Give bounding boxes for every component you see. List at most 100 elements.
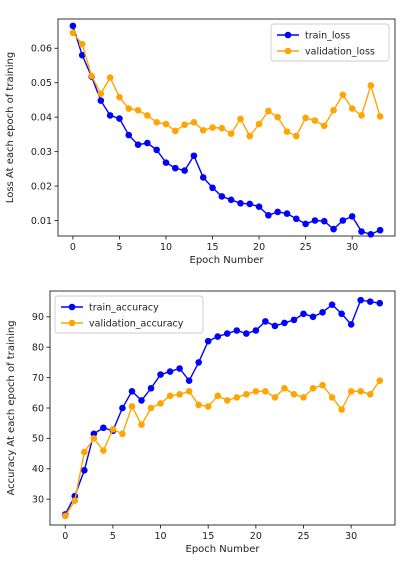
data-point bbox=[195, 402, 202, 409]
data-point bbox=[348, 388, 355, 395]
data-point bbox=[148, 385, 155, 392]
data-point bbox=[100, 447, 107, 454]
data-point bbox=[274, 209, 281, 216]
data-point bbox=[219, 193, 226, 200]
x-tick-label: 25 bbox=[300, 242, 312, 253]
x-tick-label: 25 bbox=[297, 531, 309, 542]
data-point bbox=[272, 394, 279, 401]
data-point bbox=[157, 400, 164, 407]
data-point bbox=[119, 405, 126, 412]
data-point bbox=[340, 217, 347, 224]
series-line bbox=[65, 381, 380, 516]
data-point bbox=[291, 317, 298, 324]
data-point bbox=[300, 394, 307, 401]
data-point bbox=[367, 391, 374, 398]
data-point bbox=[176, 391, 183, 398]
y-tick-label: 40 bbox=[32, 464, 44, 475]
data-point bbox=[107, 112, 114, 119]
data-point bbox=[272, 323, 279, 330]
data-point bbox=[129, 403, 136, 410]
data-point bbox=[358, 228, 365, 235]
data-point bbox=[329, 394, 336, 401]
data-point bbox=[98, 90, 105, 97]
data-point bbox=[138, 421, 145, 428]
y-tick-label: 0.05 bbox=[31, 78, 52, 89]
y-axis-label: Loss At each epoch of training bbox=[5, 52, 16, 203]
data-point bbox=[70, 29, 77, 36]
data-point bbox=[253, 388, 260, 395]
x-tick-label: 10 bbox=[155, 531, 167, 542]
data-point bbox=[338, 406, 345, 413]
chart-2: 0 5 10 15 20 25 3030405060708090Epoch NumberAc… bbox=[6, 291, 395, 555]
data-point bbox=[358, 112, 365, 119]
data-point bbox=[70, 23, 77, 30]
data-point bbox=[330, 107, 337, 114]
data-point bbox=[265, 108, 272, 115]
data-point bbox=[281, 320, 288, 327]
data-point bbox=[284, 128, 291, 135]
data-point bbox=[88, 73, 95, 80]
data-point bbox=[107, 74, 114, 81]
data-point bbox=[181, 167, 188, 174]
data-point bbox=[79, 41, 86, 48]
data-point bbox=[321, 122, 328, 129]
data-point bbox=[265, 212, 272, 219]
legend-label: validation_loss bbox=[305, 47, 375, 58]
data-point bbox=[367, 231, 374, 238]
data-point bbox=[237, 116, 244, 123]
data-point bbox=[186, 377, 193, 384]
data-point bbox=[367, 82, 374, 89]
legend: train_loss validation_loss bbox=[271, 24, 389, 61]
y-tick-label: 80 bbox=[32, 343, 44, 354]
x-tick-label: 20 bbox=[253, 242, 265, 253]
data-point bbox=[367, 298, 374, 305]
x-axis-label: Epoch Number bbox=[186, 544, 261, 555]
data-point bbox=[348, 321, 355, 328]
data-point bbox=[357, 297, 364, 304]
data-point bbox=[81, 467, 88, 474]
data-point bbox=[163, 159, 170, 166]
data-point bbox=[357, 388, 364, 395]
data-point bbox=[302, 221, 309, 228]
data-point bbox=[376, 300, 383, 307]
data-point bbox=[116, 94, 123, 101]
data-point bbox=[172, 165, 179, 172]
data-point bbox=[224, 330, 231, 337]
legend-label: train_loss bbox=[305, 31, 350, 42]
data-point bbox=[167, 368, 174, 375]
data-point bbox=[186, 388, 193, 395]
data-point bbox=[262, 318, 269, 325]
data-point bbox=[148, 405, 155, 412]
data-point bbox=[256, 121, 263, 128]
data-point bbox=[310, 385, 317, 392]
data-point bbox=[116, 115, 123, 122]
data-point bbox=[340, 91, 347, 98]
data-point bbox=[330, 226, 337, 233]
data-point bbox=[100, 424, 107, 431]
legend-label: train_accuracy bbox=[89, 303, 159, 314]
data-point bbox=[167, 393, 174, 400]
data-point bbox=[349, 213, 356, 220]
data-point bbox=[200, 127, 207, 134]
legend: train_accuracyvalidation_accuracy bbox=[55, 296, 203, 333]
data-point bbox=[119, 431, 126, 438]
data-point bbox=[293, 133, 300, 140]
data-point bbox=[233, 327, 240, 334]
data-point bbox=[91, 435, 98, 442]
data-point bbox=[310, 314, 317, 321]
data-point bbox=[377, 113, 384, 120]
series-validation_accuracy bbox=[62, 377, 383, 519]
data-point bbox=[191, 119, 198, 126]
data-point bbox=[284, 210, 291, 217]
data-point bbox=[129, 388, 136, 395]
data-point bbox=[312, 217, 319, 224]
x-tick-label: 30 bbox=[346, 242, 358, 253]
data-point bbox=[256, 203, 263, 210]
data-point bbox=[138, 397, 145, 404]
data-point bbox=[191, 152, 198, 159]
data-point bbox=[176, 365, 183, 372]
data-point bbox=[228, 197, 235, 204]
data-point bbox=[200, 174, 207, 181]
y-tick-label: 50 bbox=[32, 434, 44, 445]
